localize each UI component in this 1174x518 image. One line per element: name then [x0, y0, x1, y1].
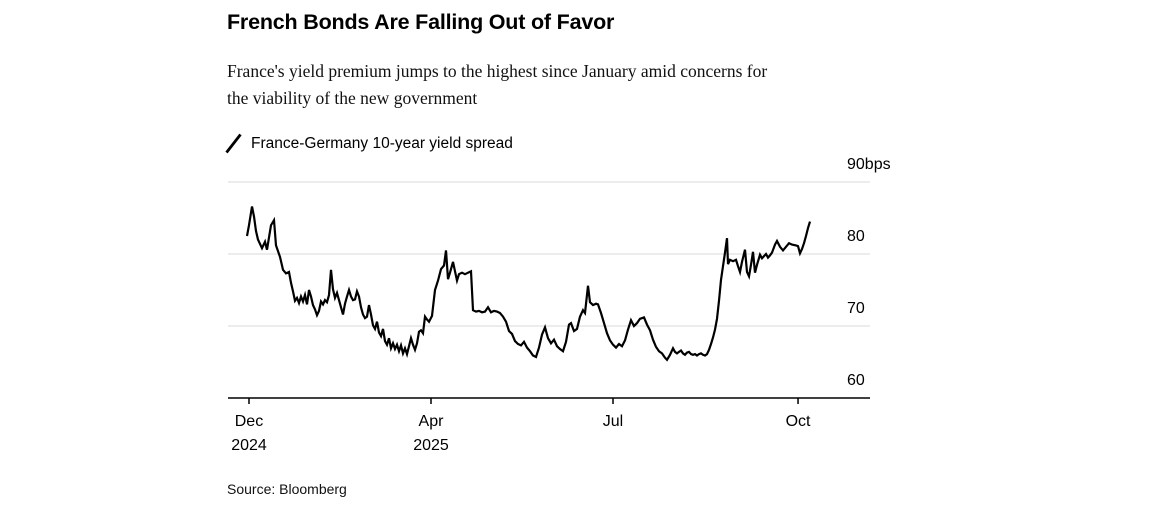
x-axis-label-oct: Oct [785, 413, 811, 430]
line-slash-icon [225, 133, 242, 154]
chart-subtitle: France's yield premium jumps to the high… [227, 58, 767, 112]
y-axis-label-90: 90bps [847, 156, 891, 173]
subtitle-line-2: the viability of the new government [227, 88, 478, 108]
legend-label: France-Germany 10-year yield spread [251, 134, 513, 152]
source-credit: Source: Bloomberg [227, 481, 347, 497]
subtitle-line-1: France's yield premium jumps to the high… [227, 61, 768, 81]
x-axis-label-dec: Dec [234, 413, 264, 430]
y-axis-label-80: 80 [847, 228, 865, 245]
spread-series-line [245, 206, 812, 362]
y-axis-label-60: 60 [847, 372, 865, 389]
x-axis-label-apr: Apr [418, 413, 444, 430]
legend: France-Germany 10-year yield spread [225, 133, 513, 154]
x-axis-year-2024: 2024 [231, 437, 267, 454]
x-axis-label-jul: Jul [602, 413, 624, 430]
x-axis-year-2025: 2025 [413, 437, 449, 454]
y-axis-label-70: 70 [847, 300, 865, 317]
page-title: French Bonds Are Falling Out of Favor [227, 10, 615, 34]
